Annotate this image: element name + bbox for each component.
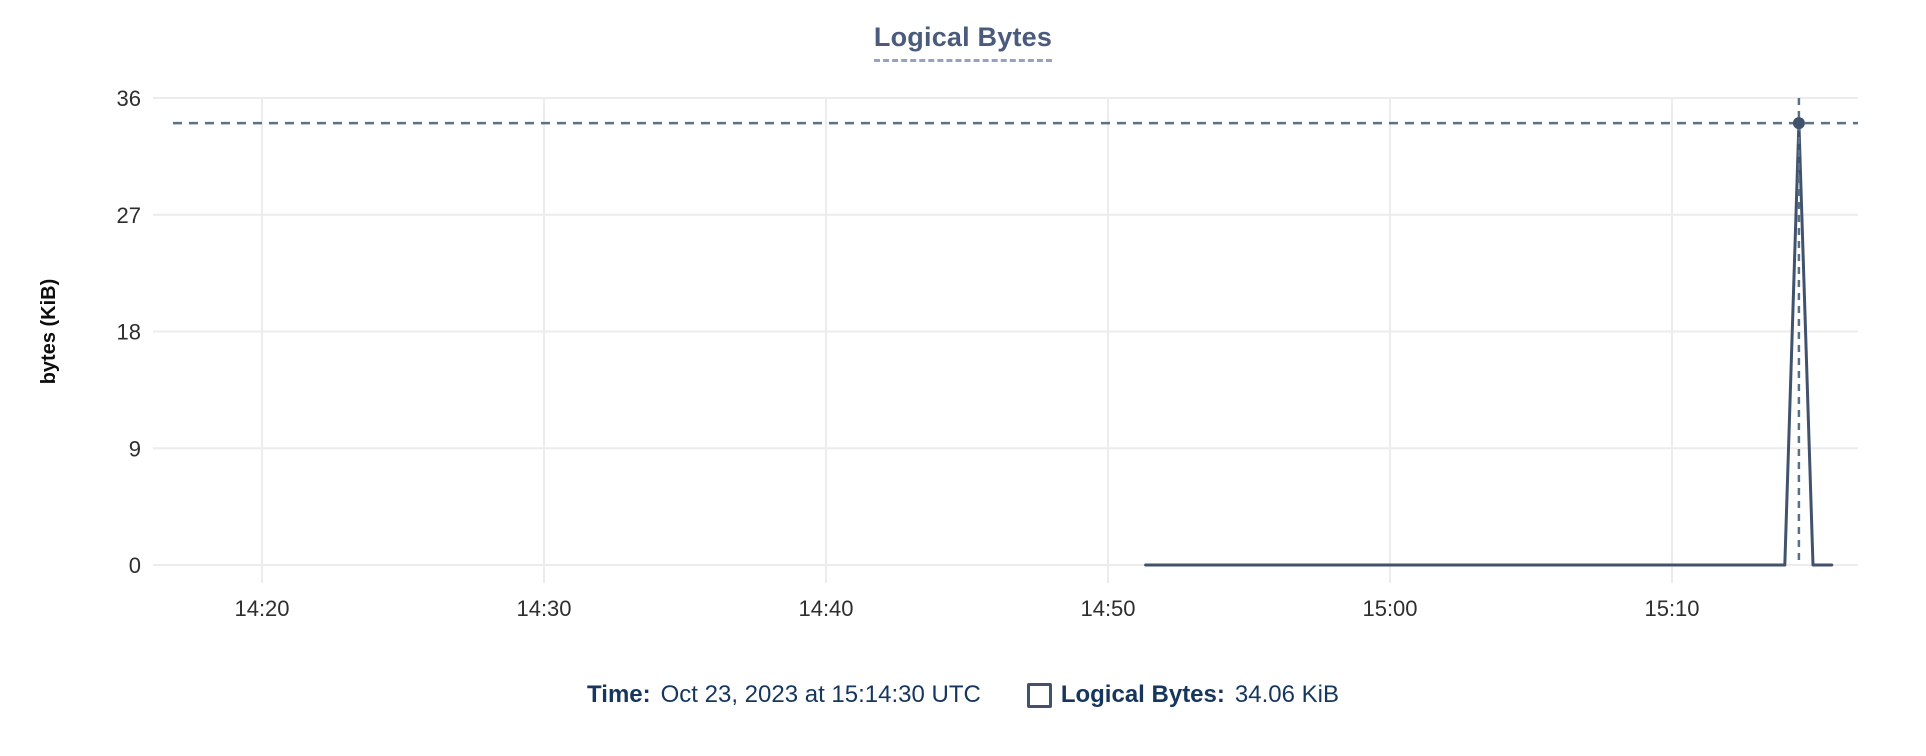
x-tick-label: 14:50 [1080, 596, 1135, 621]
x-tick-label: 14:30 [516, 596, 571, 621]
hover-tooltip-readout: Time: Oct 23, 2023 at 15:14:30 UTC Logic… [0, 681, 1926, 709]
chart-header: Logical Bytes [0, 22, 1926, 62]
y-tick-label: 36 [117, 86, 141, 111]
x-tick-label: 15:00 [1362, 596, 1417, 621]
y-tick-label: 18 [117, 320, 141, 345]
hovered-data-point[interactable] [1792, 117, 1805, 130]
y-tick-label: 27 [117, 203, 141, 228]
legend-swatch-icon [1026, 682, 1052, 708]
y-tick-label: 9 [129, 436, 141, 461]
chart-title[interactable]: Logical Bytes [873, 22, 1053, 62]
tooltip-series-value: 34.06 KiB [1234, 681, 1339, 708]
tooltip-series-label: Logical Bytes: [1060, 681, 1225, 708]
tooltip-time-label: Time: [587, 681, 651, 708]
x-tick-label: 14:20 [234, 596, 289, 621]
series-line-logical-bytes [1144, 121, 1834, 567]
y-axis-title: bytes (KiB) [38, 279, 60, 385]
line-chart-plot-area[interactable]: 14:20 14:30 14:40 14:50 15:00 15:10 0 9 18 27 36 by… [0, 0, 1926, 660]
x-tick-label: 14:40 [798, 596, 853, 621]
tooltip-time-value: Oct 23, 2023 at 15:14:30 UTC [660, 681, 981, 708]
x-tick-label: 15:10 [1644, 596, 1699, 621]
y-tick-label: 0 [129, 553, 141, 578]
